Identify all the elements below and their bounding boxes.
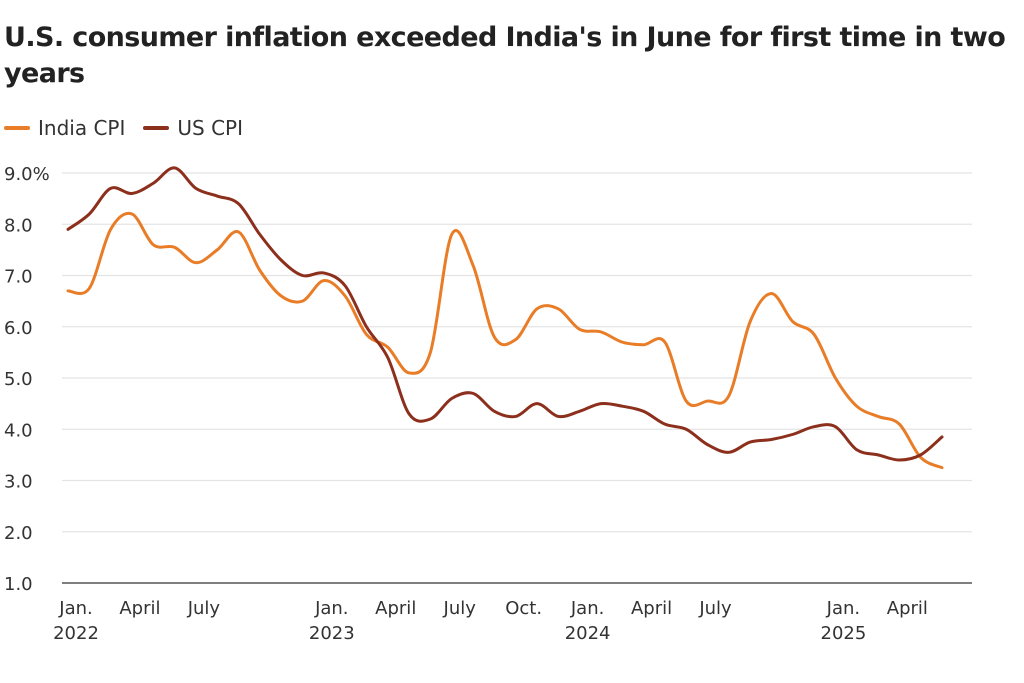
legend: India CPI US CPI [4,116,243,140]
x-tick-label: July [443,598,477,619]
y-tick-label: 1.0 [4,574,33,595]
x-tick-label: Jan. [826,598,860,619]
y-tick-label: 9.0% [4,164,50,185]
series-line-india-cpi [66,211,944,470]
legend-label-india: India CPI [38,116,126,140]
x-tick-year-label: 2023 [309,623,355,644]
x-tick-label: Jan. [314,598,348,619]
y-tick-label: 7.0 [4,267,33,288]
y-tick-label: 8.0 [4,215,33,236]
x-tick-label: April [631,598,672,619]
legend-label-us: US CPI [177,116,243,140]
x-tick-label: July [187,598,221,619]
legend-swatch-india [4,126,30,130]
x-tick-label: April [887,598,928,619]
x-tick-label: Jan. [58,598,92,619]
x-tick-year-label: 2022 [53,623,99,644]
x-tick-label: July [698,598,732,619]
y-tick-label: 2.0 [4,523,33,544]
chart-title: U.S. consumer inflation exceeded India's… [4,22,1006,89]
x-tick-label: Oct. [505,598,542,619]
x-tick-label: April [119,598,160,619]
y-tick-label: 4.0 [4,420,33,441]
legend-swatch-us [143,126,170,130]
y-tick-label: 5.0 [4,369,33,390]
x-tick-year-label: 2025 [821,623,867,644]
y-tick-label: 6.0 [4,318,33,339]
x-tick-year-label: 2024 [565,623,611,644]
legend-item-us: US CPI [143,116,243,140]
x-tick-label: Jan. [570,598,604,619]
legend-item-india: India CPI [4,116,125,140]
y-tick-label: 3.0 [4,472,33,493]
series-line-us-cpi [66,166,944,462]
x-tick-label: April [375,598,416,619]
